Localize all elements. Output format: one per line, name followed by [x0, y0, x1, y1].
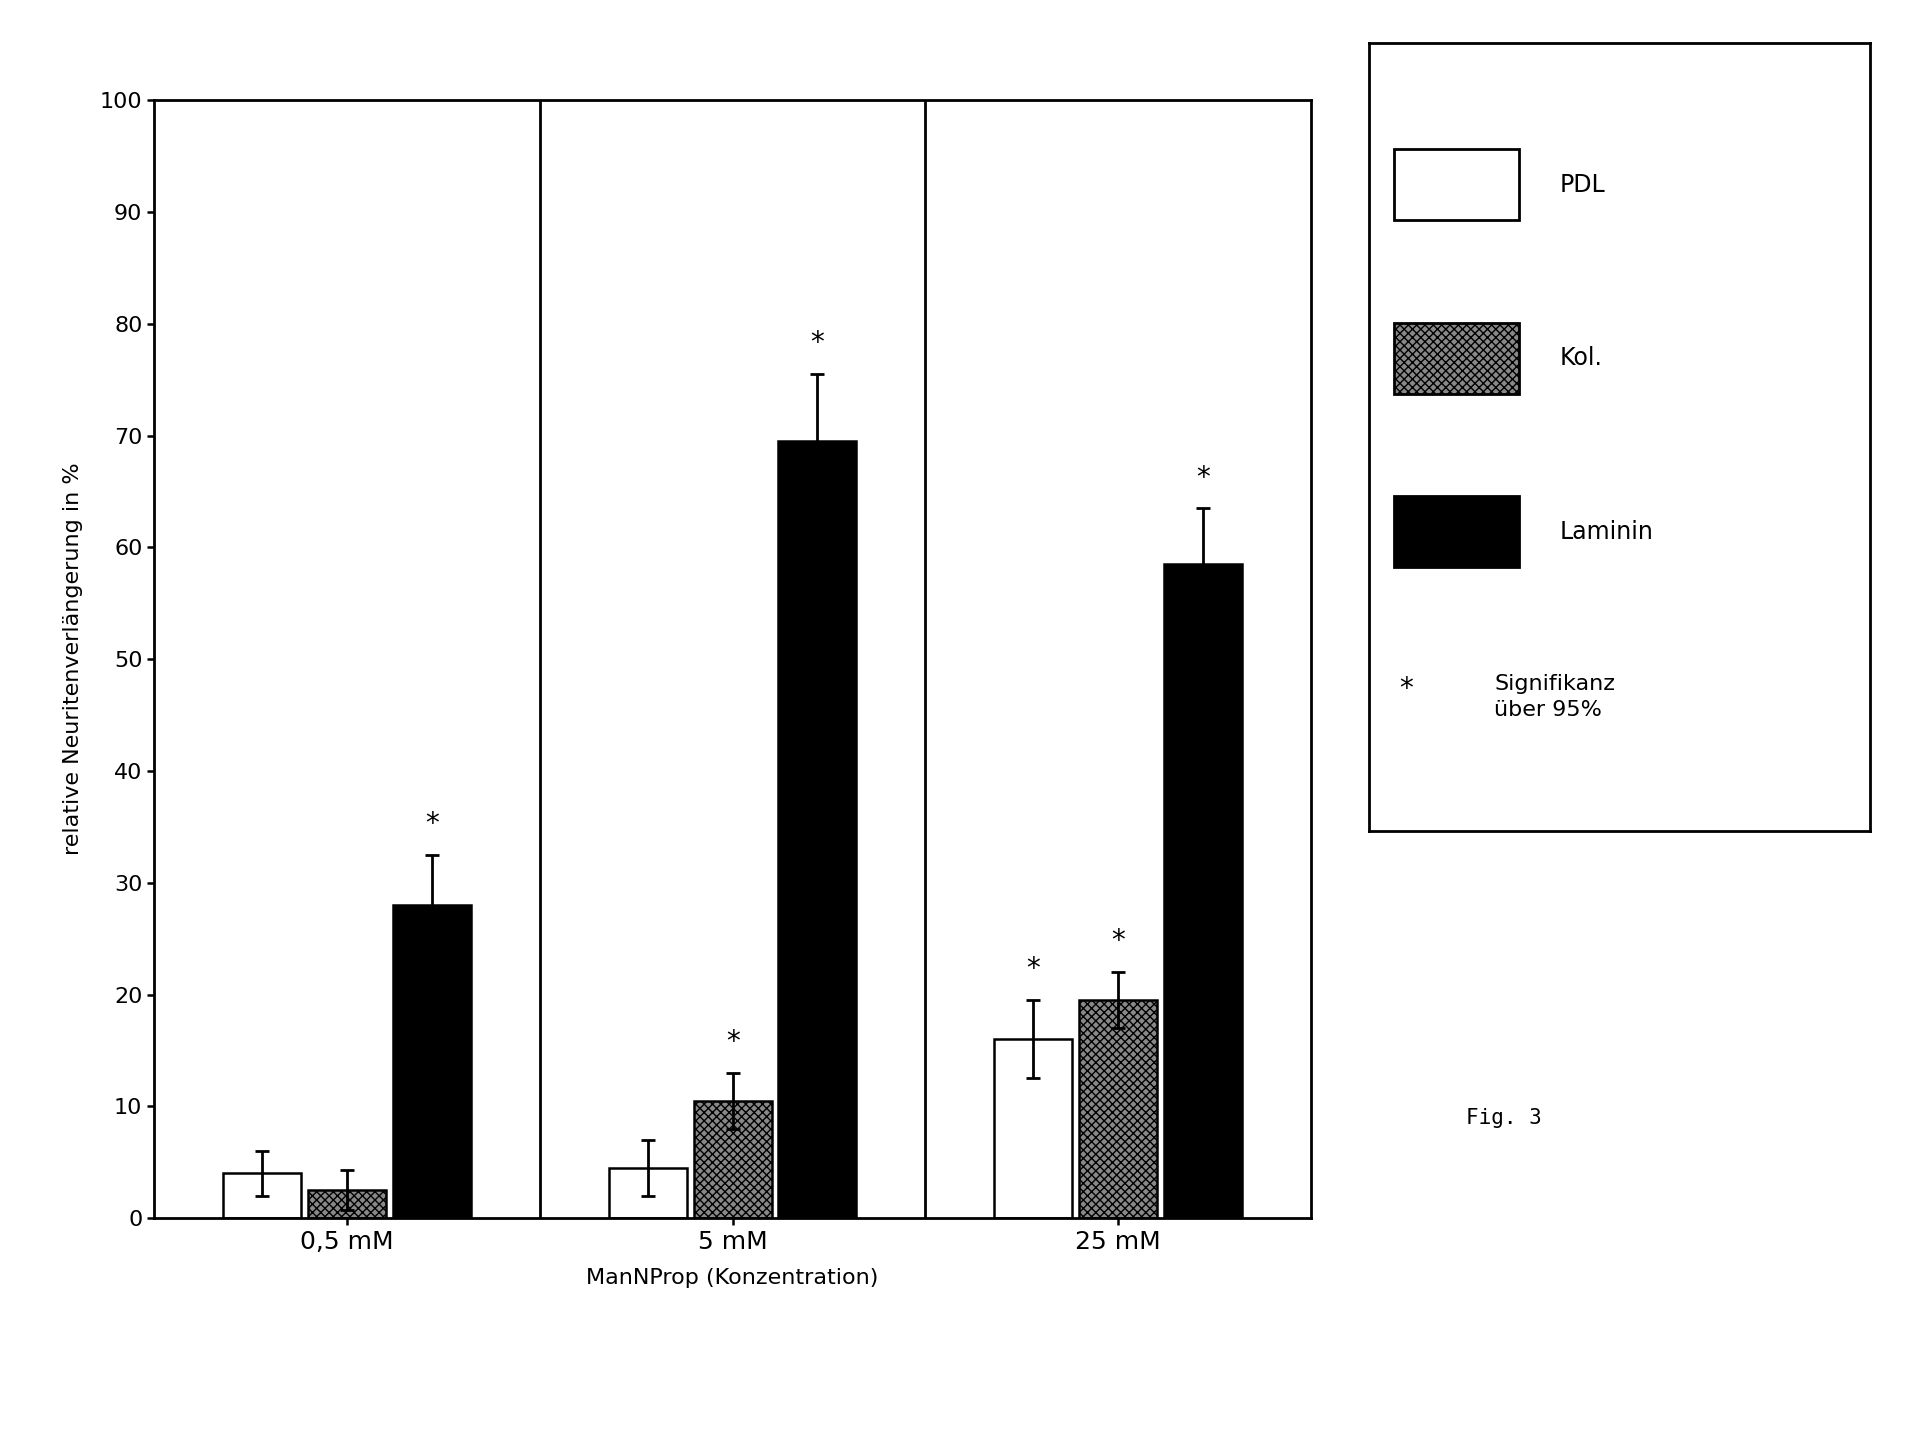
Text: *: * [725, 1027, 740, 1056]
Bar [308, 1189, 386, 1218]
Text: *: * [424, 810, 440, 838]
X-axis label: ManNProp (Konzentration): ManNProp (Konzentration) [586, 1268, 879, 1288]
Bar [609, 1168, 686, 1218]
Y-axis label: relative Neuritenverlängerung in %: relative Neuritenverlängerung in % [64, 463, 83, 856]
Bar [1394, 496, 1519, 567]
Bar [779, 441, 856, 1218]
Text: *: * [1026, 956, 1041, 983]
Text: Laminin: Laminin [1560, 520, 1652, 543]
Text: *: * [1400, 675, 1413, 704]
Bar [995, 1039, 1072, 1218]
Text: Signifikanz
über 95%: Signifikanz über 95% [1494, 674, 1616, 721]
Text: Fig. 3: Fig. 3 [1465, 1108, 1542, 1128]
Text: Kol.: Kol. [1560, 347, 1602, 370]
Bar [1394, 149, 1519, 221]
Bar [694, 1101, 771, 1218]
Text: *: * [1111, 927, 1126, 956]
Bar [224, 1174, 301, 1218]
Text: PDL: PDL [1560, 173, 1606, 196]
Bar [1394, 322, 1519, 394]
Bar [393, 906, 470, 1218]
Text: *: * [810, 330, 825, 357]
Bar [1080, 1000, 1157, 1218]
Bar [1165, 565, 1242, 1218]
Text: *: * [1195, 463, 1211, 492]
